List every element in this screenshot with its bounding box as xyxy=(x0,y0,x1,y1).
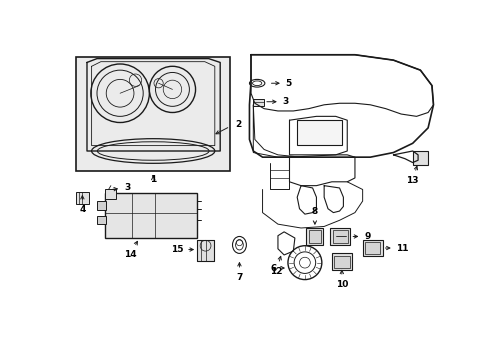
Text: 14: 14 xyxy=(123,241,137,258)
Bar xyxy=(362,239,382,256)
Bar xyxy=(332,230,347,243)
Text: 6: 6 xyxy=(269,264,284,273)
Bar xyxy=(331,253,351,270)
Bar xyxy=(104,193,197,238)
Text: 11: 11 xyxy=(385,243,408,252)
Bar xyxy=(97,216,106,224)
Text: 4: 4 xyxy=(79,196,85,214)
Text: 2: 2 xyxy=(234,120,241,129)
Text: 9: 9 xyxy=(352,232,370,241)
Text: 15: 15 xyxy=(170,245,193,254)
Text: 5: 5 xyxy=(271,79,291,88)
Text: 8: 8 xyxy=(311,207,317,224)
Text: 13: 13 xyxy=(406,166,418,185)
Bar xyxy=(97,201,106,210)
Bar xyxy=(306,228,323,245)
Bar xyxy=(364,242,380,254)
Bar xyxy=(412,151,427,165)
Bar xyxy=(333,256,349,268)
Bar xyxy=(297,120,341,145)
Bar xyxy=(329,228,349,245)
Bar xyxy=(308,230,321,243)
Text: 3: 3 xyxy=(113,184,130,193)
Bar xyxy=(197,239,214,261)
Text: 1: 1 xyxy=(150,175,156,184)
Bar xyxy=(76,57,230,171)
Bar xyxy=(104,189,116,199)
Bar xyxy=(253,99,264,106)
Text: 3: 3 xyxy=(266,97,288,106)
Text: 10: 10 xyxy=(335,270,347,289)
Text: 12: 12 xyxy=(269,256,282,275)
Text: 7: 7 xyxy=(236,263,242,282)
Bar xyxy=(76,192,88,204)
